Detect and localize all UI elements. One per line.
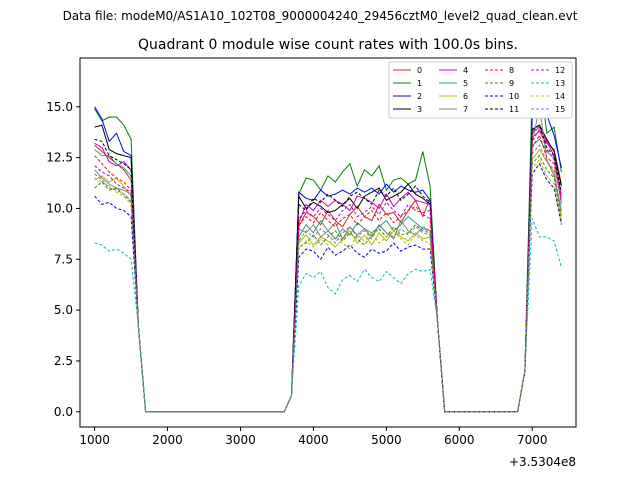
data-file-suptitle: Data file: modeM0/AS1A10_102T08_90000042… [63, 9, 578, 23]
y-tick-label: 12.5 [46, 151, 73, 165]
plot-lines [94, 74, 562, 413]
legend-label: 5 [463, 79, 468, 88]
legend-label: 4 [463, 66, 468, 75]
series-line-11 [94, 124, 562, 413]
series-line-15 [94, 144, 562, 413]
legend-label: 10 [509, 92, 519, 101]
legend-label: 7 [463, 105, 468, 114]
legend-label: 14 [555, 92, 565, 101]
y-tick-label: 15.0 [46, 100, 73, 114]
x-tick-label: 4000 [298, 433, 329, 447]
x-axis: 1000 2000 3000 4000 5000 6000 7000 [79, 427, 548, 447]
series-line-5 [94, 138, 562, 413]
y-tick-label: 7.5 [54, 252, 73, 266]
legend-box [388, 61, 573, 119]
legend-label: 3 [417, 105, 422, 114]
series-line-2 [94, 101, 562, 413]
series-line-12 [94, 128, 562, 413]
legend-label: 2 [417, 92, 422, 101]
series-line-0 [94, 130, 562, 413]
y-tick-label: 10.0 [46, 201, 73, 215]
legend-label: 9 [509, 79, 514, 88]
x-tick-label: 6000 [444, 433, 475, 447]
legend-label: 12 [555, 66, 565, 75]
chart-title: Quadrant 0 module wise count rates with … [138, 37, 518, 53]
series-line-3 [94, 124, 562, 413]
legend-label: 13 [555, 79, 565, 88]
x-offset-label: +3.5304e8 [509, 455, 576, 469]
y-axis: 0.0 2.5 5.0 7.5 10.0 12.5 15.0 [46, 100, 80, 419]
legend-label: 11 [509, 105, 519, 114]
x-tick-label: 2000 [152, 433, 183, 447]
legend-label: 6 [463, 92, 468, 101]
x-tick-label: 3000 [225, 433, 256, 447]
series-line-1 [94, 74, 562, 413]
legend-label: 8 [509, 66, 514, 75]
plot-frame [79, 57, 577, 428]
legend-label: 1 [417, 79, 422, 88]
series-line-7 [94, 106, 562, 413]
x-tick-label: 7000 [517, 433, 548, 447]
y-tick-label: 5.0 [54, 303, 73, 317]
series-line-6 [94, 148, 562, 413]
y-tick-label: 0.0 [54, 405, 73, 419]
legend-label: 15 [555, 105, 565, 114]
series-line-13 [94, 218, 562, 413]
x-tick-label: 1000 [79, 433, 110, 447]
series-line-14 [94, 158, 562, 413]
y-tick-label: 2.5 [54, 354, 73, 368]
x-tick-label: 5000 [371, 433, 402, 447]
series-line-4 [94, 126, 562, 413]
legend-label: 0 [417, 66, 422, 75]
